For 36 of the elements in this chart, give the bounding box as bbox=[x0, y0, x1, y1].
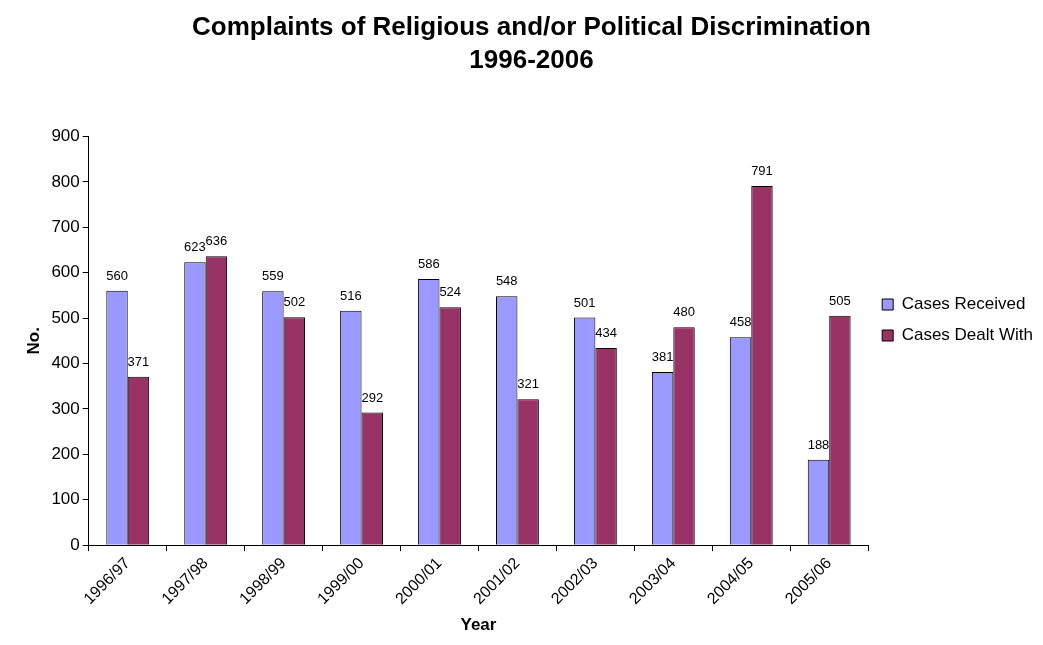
y-tick-label: 100 bbox=[51, 489, 80, 509]
data-label: 501 bbox=[573, 294, 596, 310]
y-tick-label: 600 bbox=[51, 262, 80, 282]
data-label: 434 bbox=[595, 325, 617, 341]
y-axis-title: No. bbox=[23, 327, 43, 355]
data-label: 505 bbox=[829, 292, 851, 308]
data-label: 524 bbox=[439, 284, 462, 300]
y-tick-label: 0 bbox=[70, 534, 80, 554]
data-label: 458 bbox=[729, 314, 752, 330]
data-label: 321 bbox=[517, 376, 540, 392]
legend-label: Cases Dealt With bbox=[901, 325, 1034, 345]
x-axis-title: Year bbox=[460, 615, 497, 635]
data-label: 623 bbox=[184, 239, 206, 255]
data-label: 371 bbox=[127, 353, 150, 369]
data-label: 502 bbox=[283, 294, 306, 310]
data-label: 381 bbox=[651, 349, 674, 365]
y-tick-label: 500 bbox=[51, 307, 80, 327]
y-tick-label: 900 bbox=[51, 126, 80, 146]
data-label: 480 bbox=[673, 304, 695, 320]
data-label: 559 bbox=[262, 268, 284, 284]
y-tick-label: 200 bbox=[51, 443, 80, 463]
data-label: 791 bbox=[751, 162, 773, 178]
y-tick-label: 300 bbox=[51, 398, 80, 418]
data-label: 516 bbox=[339, 287, 362, 303]
data-label: 548 bbox=[495, 273, 518, 289]
data-label: 636 bbox=[205, 233, 228, 249]
y-tick-label: 800 bbox=[51, 171, 80, 191]
data-label: 188 bbox=[807, 436, 830, 452]
chart-title: Complaints of Religious and/or Political Discrimination bbox=[192, 10, 871, 41]
data-label: 560 bbox=[106, 267, 128, 283]
y-tick-label: 400 bbox=[51, 353, 80, 373]
chart-subtitle: 1996-2006 bbox=[469, 43, 594, 74]
data-label: 292 bbox=[361, 389, 384, 405]
data-label: 586 bbox=[417, 256, 440, 272]
legend-label: Cases Received bbox=[901, 294, 1026, 314]
y-tick-label: 700 bbox=[51, 216, 80, 236]
